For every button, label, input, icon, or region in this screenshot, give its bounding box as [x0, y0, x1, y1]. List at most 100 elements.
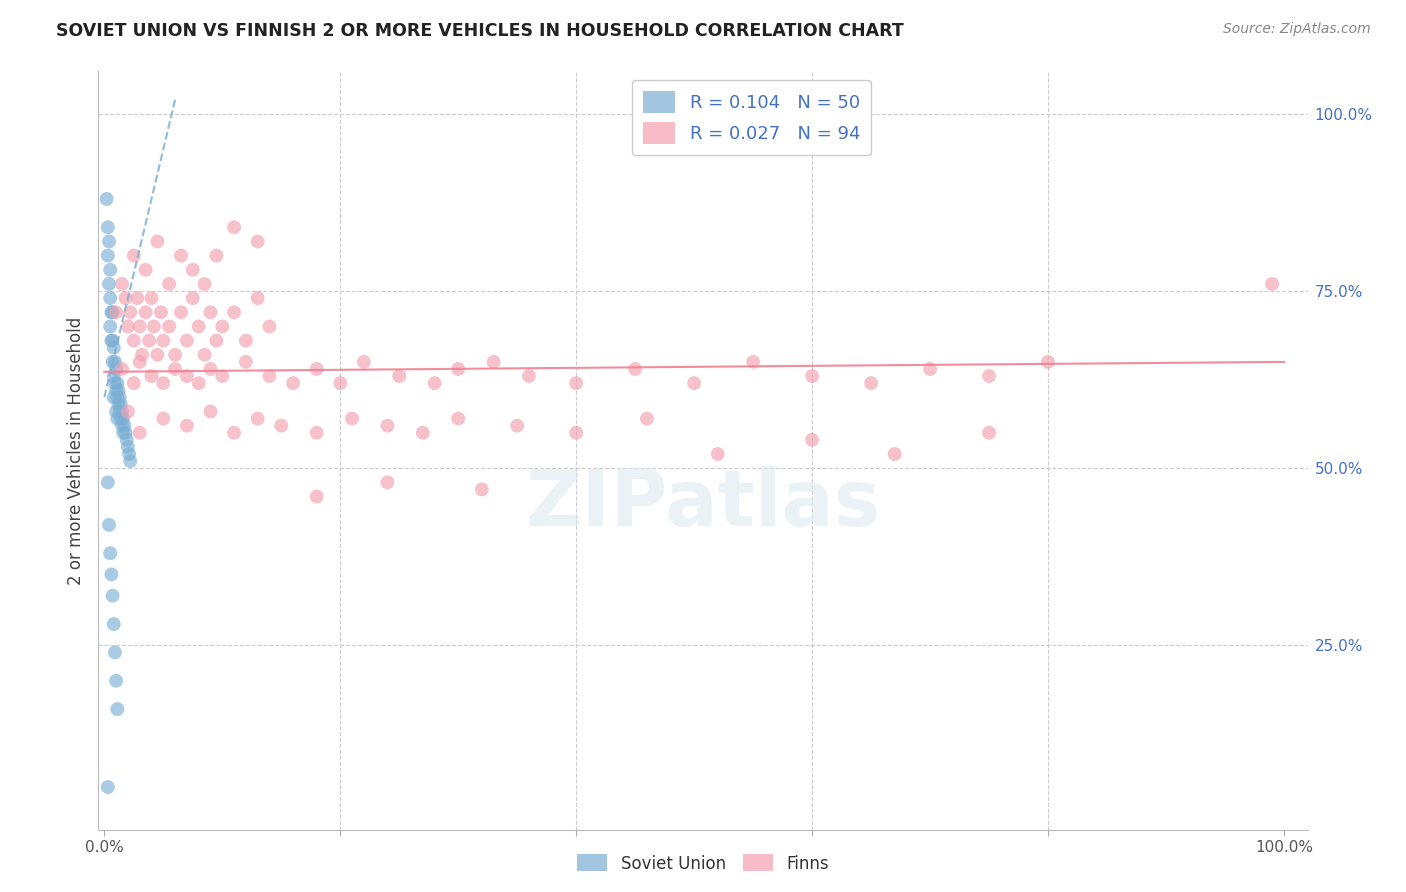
- Point: [506, 418, 529, 433]
- Point: [97, 220, 120, 235]
- Point: [141, 369, 163, 384]
- Point: [104, 376, 127, 391]
- Point: [98, 546, 121, 560]
- Point: [200, 404, 222, 418]
- Point: [165, 362, 187, 376]
- Point: [200, 362, 222, 376]
- Point: [103, 617, 125, 632]
- Point: [977, 425, 1000, 440]
- Point: [135, 305, 157, 319]
- Point: [259, 319, 281, 334]
- Point: [101, 334, 124, 348]
- Point: [181, 262, 204, 277]
- Point: [683, 376, 706, 391]
- Point: [103, 341, 125, 355]
- Point: [329, 376, 352, 391]
- Point: [98, 517, 121, 532]
- Point: [194, 348, 217, 362]
- Point: [187, 376, 209, 391]
- Point: [1036, 355, 1059, 369]
- Point: [152, 411, 174, 425]
- Text: SOVIET UNION VS FINNISH 2 OR MORE VEHICLES IN HOUSEHOLD CORRELATION CHART: SOVIET UNION VS FINNISH 2 OR MORE VEHICL…: [56, 22, 904, 40]
- Point: [96, 192, 118, 206]
- Point: [165, 348, 187, 362]
- Point: [107, 383, 129, 397]
- Point: [235, 334, 257, 348]
- Point: [105, 702, 128, 716]
- Point: [353, 355, 375, 369]
- Point: [170, 249, 193, 263]
- Point: [98, 319, 121, 334]
- Point: [120, 305, 142, 319]
- Point: [105, 362, 128, 376]
- Point: [111, 404, 134, 418]
- Point: [114, 425, 136, 440]
- Point: [388, 369, 411, 384]
- Point: [115, 433, 138, 447]
- Point: [105, 411, 128, 425]
- Point: [135, 262, 157, 277]
- Point: [117, 440, 139, 454]
- Point: [205, 334, 228, 348]
- Point: [211, 319, 233, 334]
- Point: [235, 355, 257, 369]
- Point: [377, 475, 399, 490]
- Point: [117, 319, 139, 334]
- Point: [117, 404, 139, 418]
- Point: [108, 390, 131, 404]
- Point: [142, 319, 165, 334]
- Point: [222, 425, 245, 440]
- Point: [305, 362, 328, 376]
- Point: [883, 447, 905, 461]
- Point: [146, 235, 169, 249]
- Point: [103, 390, 125, 404]
- Point: [97, 475, 120, 490]
- Point: [246, 291, 269, 305]
- Point: [305, 490, 328, 504]
- Text: ZIPatlas: ZIPatlas: [526, 466, 880, 541]
- Point: [149, 305, 172, 319]
- Point: [112, 418, 135, 433]
- Point: [128, 355, 150, 369]
- Point: [471, 483, 494, 497]
- Point: [101, 589, 124, 603]
- Point: [128, 425, 150, 440]
- Point: [98, 262, 121, 277]
- Point: [98, 291, 121, 305]
- Point: [112, 425, 135, 440]
- Point: [127, 291, 149, 305]
- Point: [101, 305, 124, 319]
- Point: [138, 334, 160, 348]
- Point: [259, 369, 281, 384]
- Point: [636, 411, 658, 425]
- Point: [565, 425, 588, 440]
- Point: [860, 376, 883, 391]
- Point: [111, 362, 134, 376]
- Point: [801, 369, 824, 384]
- Point: [111, 277, 134, 291]
- Point: [152, 376, 174, 391]
- Point: [157, 319, 180, 334]
- Point: [100, 334, 122, 348]
- Point: [305, 425, 328, 440]
- Point: [110, 411, 132, 425]
- Point: [181, 291, 204, 305]
- Point: [157, 277, 180, 291]
- Point: [152, 334, 174, 348]
- Point: [112, 411, 135, 425]
- Point: [110, 397, 132, 411]
- Legend: R = 0.104   N = 50, R = 0.027   N = 94: R = 0.104 N = 50, R = 0.027 N = 94: [631, 80, 870, 155]
- Point: [97, 249, 120, 263]
- Point: [447, 411, 470, 425]
- Point: [482, 355, 505, 369]
- Point: [122, 334, 145, 348]
- Point: [105, 390, 128, 404]
- Point: [100, 567, 122, 582]
- Point: [141, 291, 163, 305]
- Point: [105, 376, 128, 391]
- Y-axis label: 2 or more Vehicles in Household: 2 or more Vehicles in Household: [66, 317, 84, 584]
- Point: [270, 418, 292, 433]
- Point: [517, 369, 540, 384]
- Point: [801, 433, 824, 447]
- Point: [176, 369, 198, 384]
